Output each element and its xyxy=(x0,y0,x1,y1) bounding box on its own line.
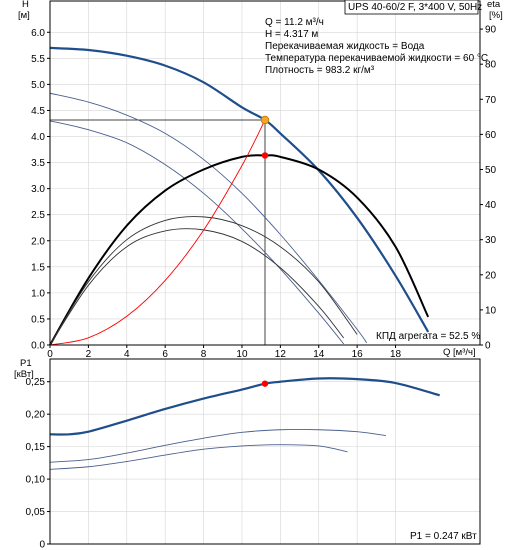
power-tick-label: 0 xyxy=(39,540,45,550)
head-tick-label: 3.0 xyxy=(31,184,45,195)
eta-tick-label: 10 xyxy=(485,305,497,316)
head-tick-label: 1.5 xyxy=(31,262,45,273)
head-tick-label: 5.5 xyxy=(31,54,45,65)
power-tick-label: 0,05 xyxy=(26,507,46,518)
head-tick-label: 4.0 xyxy=(31,132,45,143)
head-axis-label: H xyxy=(22,0,29,10)
eta-tick-label: 30 xyxy=(485,235,497,246)
curve-system_curve xyxy=(49,119,266,346)
head-tick-label: 6.0 xyxy=(31,28,45,39)
info-head: H = 4.317 м xyxy=(265,29,318,40)
curve-head_max xyxy=(49,46,430,333)
eta-tick-label: 90 xyxy=(485,25,497,36)
flow-tick-label: 16 xyxy=(352,349,364,360)
eta-tick-label: 50 xyxy=(485,165,497,176)
flow-tick-label: 2 xyxy=(86,349,92,360)
power-tick-label: 0,20 xyxy=(26,410,46,421)
power-tick-label: 0,15 xyxy=(26,442,46,453)
head-tick-label: 3.5 xyxy=(31,158,45,169)
flow-tick-label: 8 xyxy=(201,349,207,360)
flow-tick-label: 10 xyxy=(236,349,248,360)
p1-note: P1 = 0.247 кВт xyxy=(410,531,477,542)
head-tick-label: 0.0 xyxy=(31,341,45,352)
info-flow: Q = 11.2 м³/ч xyxy=(265,17,324,28)
p1-point-marker xyxy=(261,380,269,387)
curve-p1_max xyxy=(49,377,440,436)
head-plot-frame xyxy=(49,0,481,346)
head-tick-label: 4.5 xyxy=(31,106,45,117)
curve-layer xyxy=(49,46,440,470)
head-axis-unit: [м] xyxy=(18,10,30,21)
curve-eta_speed2 xyxy=(49,216,358,346)
eta-tick-label: 0 xyxy=(485,341,491,352)
flow-tick-label: 12 xyxy=(275,349,287,360)
info-density: Плотность = 983.2 кг/м³ xyxy=(265,65,375,76)
curve-eta_max xyxy=(49,154,430,346)
title-box xyxy=(344,0,479,15)
power-tick-label: 0,10 xyxy=(26,475,46,486)
power-axis-unit: [кВт] xyxy=(14,369,34,380)
power-plot-frame xyxy=(49,358,481,545)
curve-head_speed2 xyxy=(49,92,368,344)
curve-head_speed3 xyxy=(49,120,345,345)
head-tick-label: 0.5 xyxy=(31,314,45,325)
eta-note: КПД агрегата = 52.5 % xyxy=(376,331,480,342)
info-liquid: Перекачиваемая жидкость = Вода xyxy=(265,41,425,52)
head-tick-label: 2.0 xyxy=(31,236,45,247)
head-tick-label: 5.0 xyxy=(31,80,45,91)
axis-layer: 0.0 0.5 1.0 1.5 2.0 2.5 3.0 3.5 4.0 4.5 5.0 5.5 6.0 0… xyxy=(26,0,497,550)
flow-tick-label: 4 xyxy=(124,349,130,360)
eta-tick-label: 20 xyxy=(485,270,497,281)
flow-tick-label: 6 xyxy=(162,349,168,360)
power-axis-label: P1 xyxy=(20,358,32,369)
curve-p1_speed2 xyxy=(49,429,387,463)
head-tick-label: 2.5 xyxy=(31,210,45,221)
eta-axis-unit: [%] xyxy=(489,10,503,21)
curve-eta_speed3 xyxy=(49,228,345,346)
power-tick-label: 0,25 xyxy=(26,377,46,388)
flow-tick-label: 0 xyxy=(47,349,53,360)
duty-point-marker xyxy=(260,115,270,125)
eta-tick-label: 60 xyxy=(485,130,497,141)
eta-tick-label: 40 xyxy=(485,200,497,211)
head-tick-label: 1.0 xyxy=(31,288,45,299)
chart-title: UPS 40-60/2 F, 3*400 V, 50Hz xyxy=(348,2,482,13)
eta-tick-label: 70 xyxy=(485,95,497,106)
flow-tick-label: 14 xyxy=(313,349,325,360)
curve-p1_speed3 xyxy=(49,444,348,470)
eta-point-marker xyxy=(261,152,269,159)
info-temperature: Температура перекачиваемой жидкости = 60… xyxy=(265,53,488,64)
eta-tick-label: 80 xyxy=(485,60,497,71)
flow-axis-label: Q [м³/ч] xyxy=(443,347,476,358)
flow-tick-label: 18 xyxy=(390,349,402,360)
eta-axis-label: eta xyxy=(487,0,501,10)
